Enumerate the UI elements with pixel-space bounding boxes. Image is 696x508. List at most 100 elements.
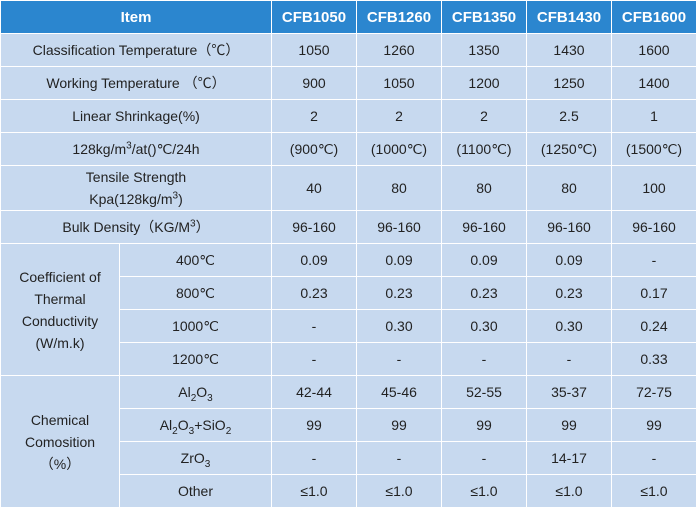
value-cell: 72-75 xyxy=(611,375,696,409)
value-cell: 0.30 xyxy=(441,309,527,343)
value-cell: 900 xyxy=(271,66,357,100)
value-cell: 2.5 xyxy=(526,99,612,133)
chemical-row: Chemical Comosition （%） Al2O3 42-44 45-4… xyxy=(0,375,696,508)
value-cell: 99 xyxy=(356,408,442,442)
header-row: Item CFB1050 CFB1260 CFB1350 CFB1430 CFB… xyxy=(0,0,696,34)
value-cell: (1250℃) xyxy=(526,132,612,166)
value-cell: 2 xyxy=(271,99,357,133)
value-cell: 0.24 xyxy=(611,309,696,343)
value-cell: - xyxy=(356,342,442,376)
value-cell: - xyxy=(271,441,357,475)
value-cell: 0.23 xyxy=(271,276,357,310)
value-cell: 100 xyxy=(611,165,696,211)
value-cell: 0.23 xyxy=(526,276,612,310)
value-cell: 0.33 xyxy=(611,342,696,376)
value-cell: - xyxy=(611,441,696,475)
tensile-row: Tensile Strength Kpa(128kg/m3) 40 80 80 8… xyxy=(0,165,696,211)
value-cell: 1430 xyxy=(526,33,612,67)
bulk-density-row: Bulk Density（KG/M3） 96-160 96-160 96-160… xyxy=(0,210,696,244)
value-cell: 1260 xyxy=(356,33,442,67)
value-cell: ≤1.0 xyxy=(611,474,696,508)
thermal-row: 800℃ 0.23 0.23 0.23 0.23 0.17 xyxy=(1,276,696,310)
value-cell: 2 xyxy=(441,99,527,133)
chemical-row: Other ≤1.0 ≤1.0 ≤1.0 ≤1.0 ≤1.0 xyxy=(1,474,696,508)
shrinkage-condition: 128kg/m3/at()℃/24h xyxy=(0,132,272,166)
model-header: CFB1350 xyxy=(441,0,527,34)
value-cell: 1050 xyxy=(356,66,442,100)
row-label: Classification Temperature（℃） xyxy=(0,33,272,67)
value-cell: - xyxy=(271,309,357,343)
value-cell: 45-46 xyxy=(356,375,442,409)
model-header: CFB1050 xyxy=(271,0,357,34)
model-header: CFB1600 xyxy=(611,0,696,34)
sub-label: 1000℃ xyxy=(119,309,272,343)
value-cell: 1050 xyxy=(271,33,357,67)
thermal-group-label: Coefficient of Thermal Conductivity (W/m… xyxy=(0,243,120,376)
value-cell: 96-160 xyxy=(611,210,696,244)
value-cell: 35-37 xyxy=(526,375,612,409)
value-cell: 80 xyxy=(526,165,612,211)
value-cell: 99 xyxy=(611,408,696,442)
chemical-group-label: Chemical Comosition （%） xyxy=(0,375,120,508)
sub-label: Other xyxy=(119,474,272,508)
value-cell: 80 xyxy=(356,165,442,211)
value-cell: (1000℃) xyxy=(356,132,442,166)
value-cell: (1100℃) xyxy=(441,132,527,166)
value-cell: (900℃) xyxy=(271,132,357,166)
value-cell: 2 xyxy=(356,99,442,133)
model-header: CFB1260 xyxy=(356,0,442,34)
value-cell: (1500℃) xyxy=(611,132,696,166)
shrinkage-condition-row: 128kg/m3/at()℃/24h (900℃) (1000℃) (1100℃… xyxy=(0,132,696,166)
sub-label: 800℃ xyxy=(119,276,272,310)
thermal-row: Coefficient of Thermal Conductivity (W/m… xyxy=(0,243,696,376)
chemical-row: Al2O3+SiO2 99 99 99 99 99 xyxy=(1,408,696,442)
sub-label: 400℃ xyxy=(119,243,272,277)
value-cell: - xyxy=(271,342,357,376)
value-cell: 96-160 xyxy=(526,210,612,244)
value-cell: 96-160 xyxy=(356,210,442,244)
value-cell: - xyxy=(441,441,527,475)
value-cell: 1350 xyxy=(441,33,527,67)
value-cell: 40 xyxy=(271,165,357,211)
value-cell: 1 xyxy=(611,99,696,133)
value-cell: ≤1.0 xyxy=(356,474,442,508)
sub-label: ZrO3 xyxy=(119,441,272,475)
value-cell: 99 xyxy=(271,408,357,442)
value-cell: 0.30 xyxy=(526,309,612,343)
value-cell: 14-17 xyxy=(526,441,612,475)
value-cell: - xyxy=(526,342,612,376)
value-cell: 42-44 xyxy=(271,375,357,409)
row-label: Linear Shrinkage(%) xyxy=(0,99,272,133)
value-cell: 99 xyxy=(526,408,612,442)
value-cell: ≤1.0 xyxy=(271,474,357,508)
sub-label: 1200℃ xyxy=(119,342,272,376)
value-cell: 1600 xyxy=(611,33,696,67)
value-cell: - xyxy=(441,342,527,376)
row-label: Bulk Density（KG/M3） xyxy=(0,210,272,244)
sub-label: Al2O3+SiO2 xyxy=(119,408,272,442)
row-label: Working Temperature （℃） xyxy=(0,66,272,100)
value-cell: 80 xyxy=(441,165,527,211)
value-cell: - xyxy=(611,243,696,277)
value-cell: 0.23 xyxy=(441,276,527,310)
value-cell: 1200 xyxy=(441,66,527,100)
value-cell: 99 xyxy=(441,408,527,442)
value-cell: 1400 xyxy=(611,66,696,100)
classification-row: Classification Temperature（℃） 1050 1260 … xyxy=(0,33,696,67)
value-cell: 52-55 xyxy=(441,375,527,409)
value-cell: 96-160 xyxy=(271,210,357,244)
shrinkage-row: Linear Shrinkage(%) 2 2 2 2.5 1 xyxy=(0,99,696,133)
chemical-row: ZrO3 - - - 14-17 - xyxy=(1,441,696,475)
value-cell: - xyxy=(356,441,442,475)
row-label: Tensile Strength Kpa(128kg/m3) xyxy=(0,165,272,211)
sub-label: Al2O3 xyxy=(119,375,272,409)
value-cell: 0.23 xyxy=(356,276,442,310)
value-cell: ≤1.0 xyxy=(441,474,527,508)
value-cell: 96-160 xyxy=(441,210,527,244)
value-cell: 0.09 xyxy=(526,243,612,277)
working-row: Working Temperature （℃） 900 1050 1200 12… xyxy=(0,66,696,100)
value-cell: 0.09 xyxy=(441,243,527,277)
value-cell: ≤1.0 xyxy=(526,474,612,508)
value-cell: 0.09 xyxy=(356,243,442,277)
